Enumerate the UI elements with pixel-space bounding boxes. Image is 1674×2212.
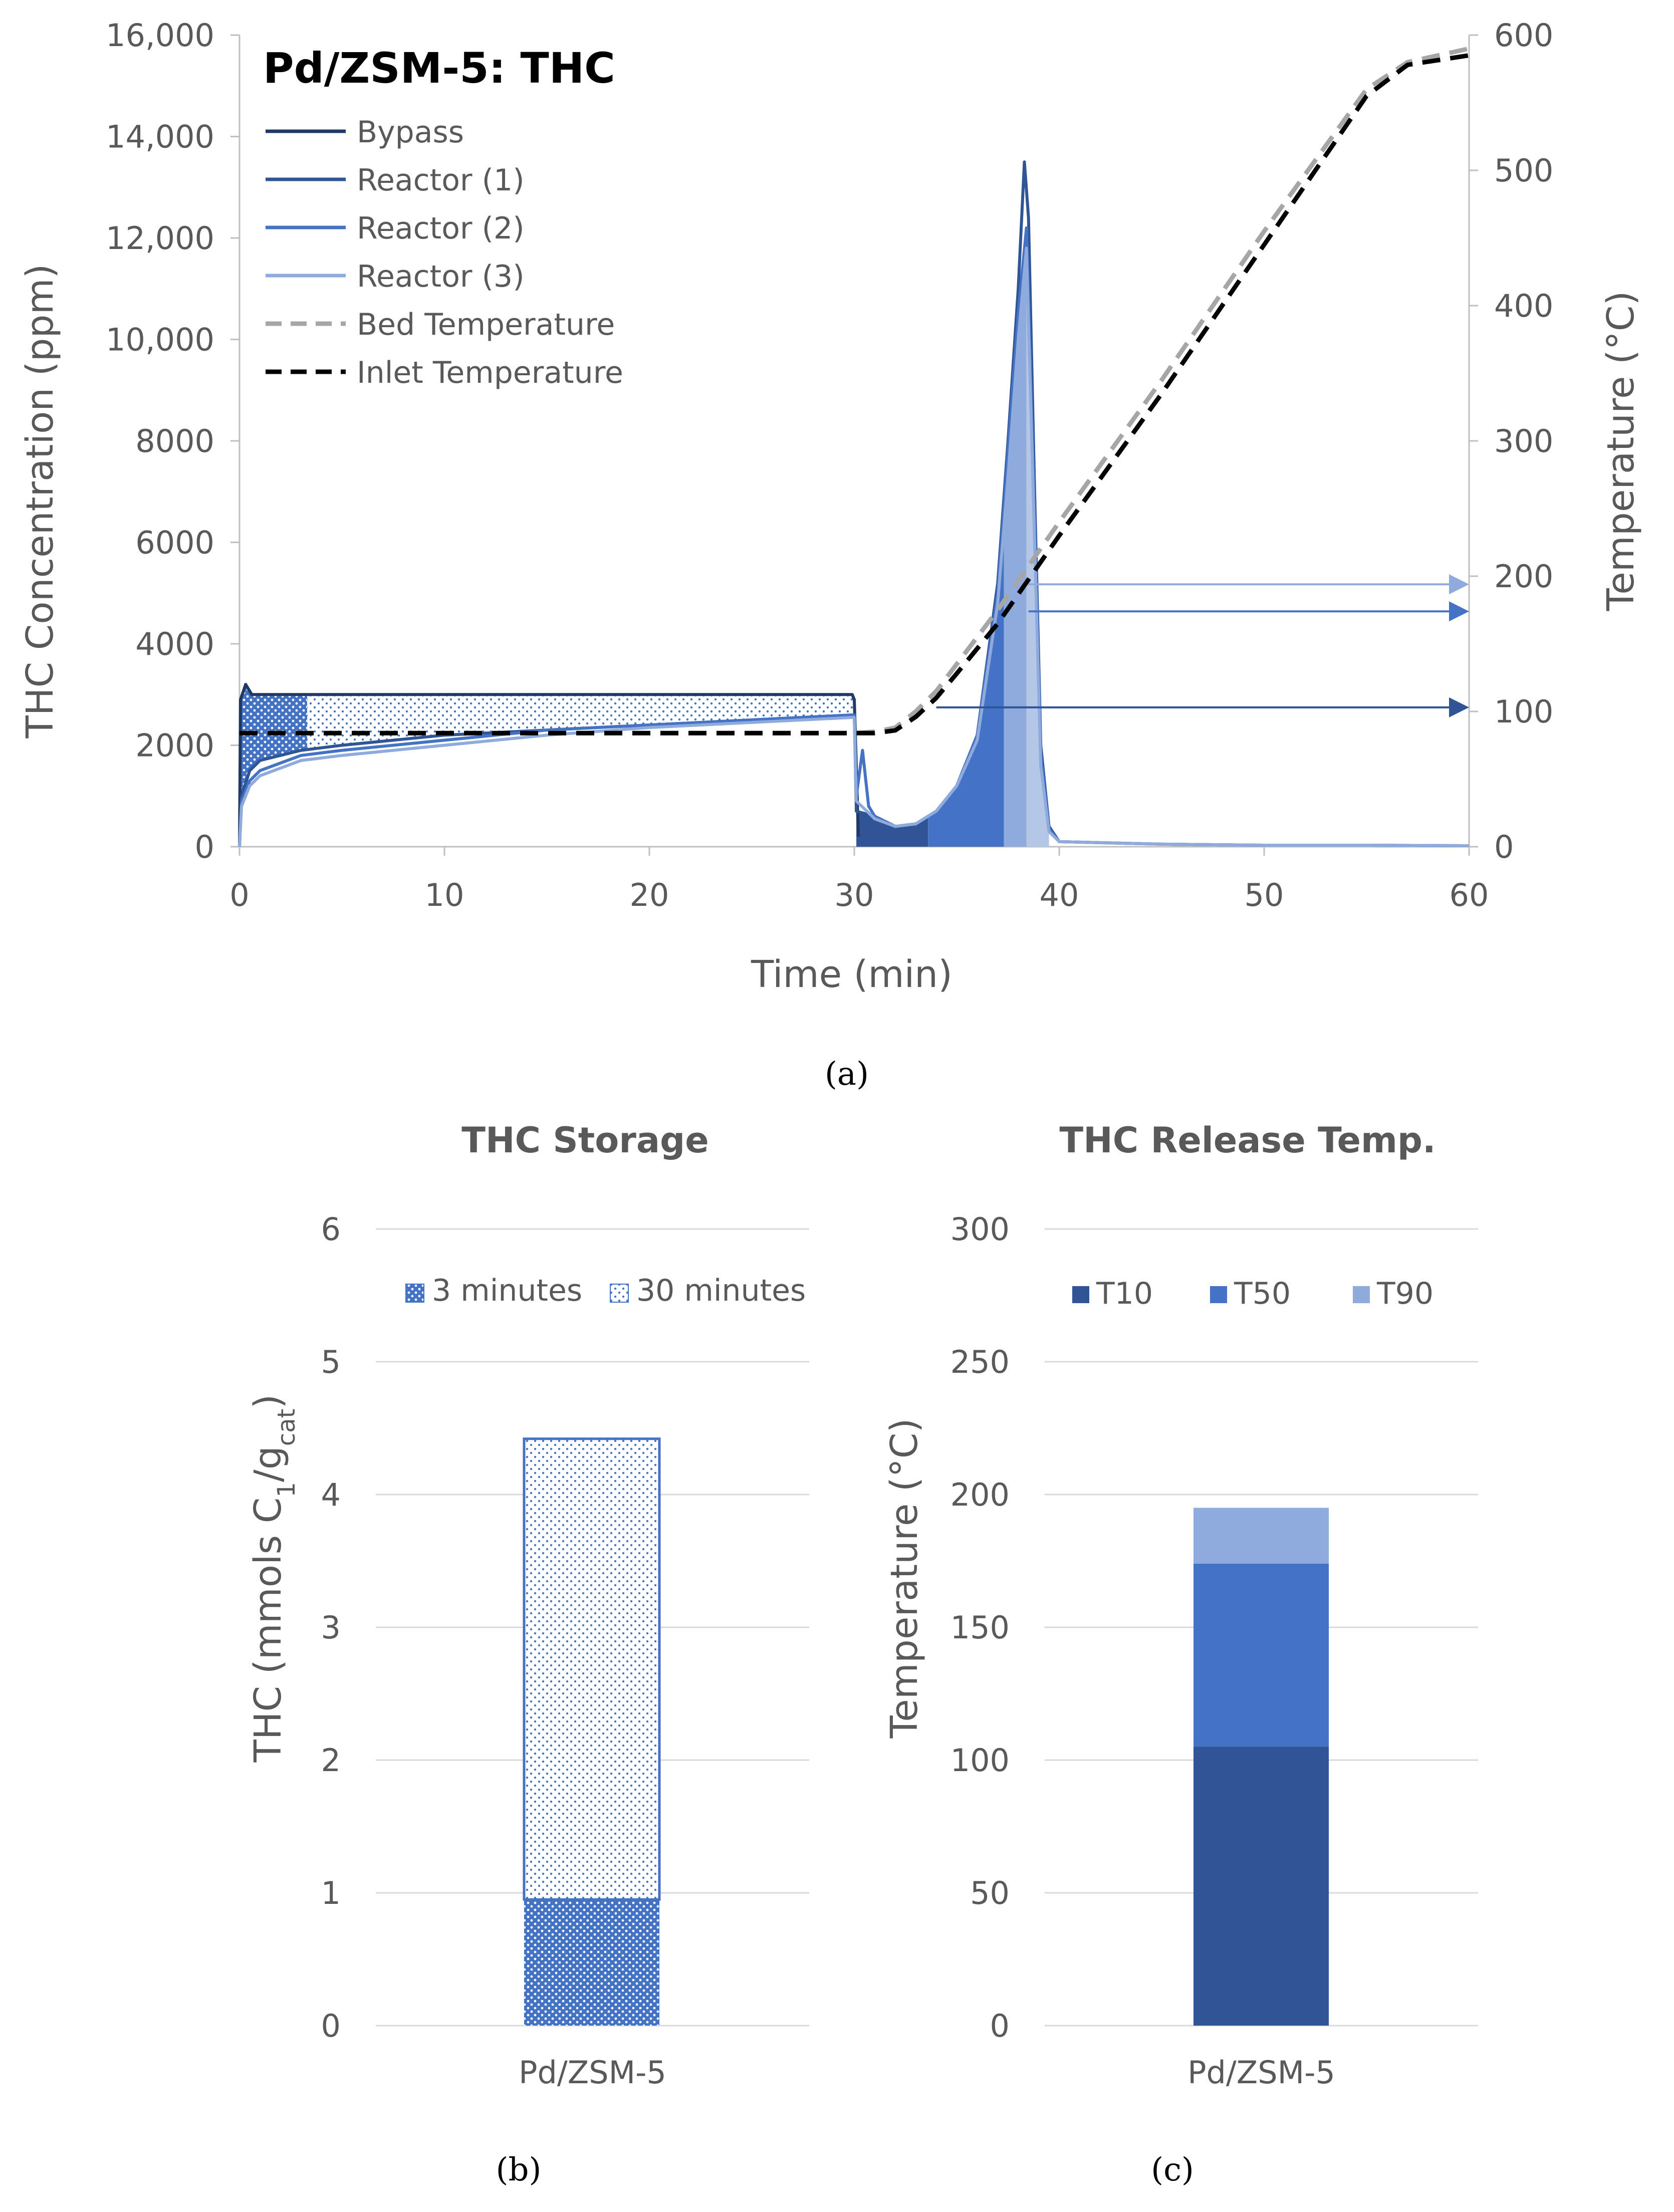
- chart-c-caption: (c): [1151, 2151, 1194, 2188]
- a-ytick-label: 16,000: [106, 17, 214, 54]
- chart-a-xlabel: Time (min): [751, 953, 952, 996]
- a-legend-label-inlet-temperature: Inlet Temperature: [357, 355, 623, 390]
- a-xtick-label: 30: [835, 877, 874, 913]
- b-ytick-label: 1: [321, 1875, 341, 1911]
- a-ytick-label: 10,000: [106, 322, 214, 358]
- chart-c-title: THC Release Temp.: [1059, 1120, 1436, 1161]
- c-legend-label-t10: T10: [1096, 1276, 1153, 1311]
- a-legend-label-reactor-3: Reactor (3): [357, 259, 525, 294]
- a-y2tick-label: 600: [1494, 17, 1553, 54]
- a-legend-label-reactor-1: Reactor (1): [357, 163, 525, 198]
- b-ytick-label: 2: [321, 1742, 341, 1779]
- c-ytick-label: 250: [950, 1344, 1010, 1380]
- chart-a-axes: 0 10 20 30 40 50 600200040006000800010,00012,0…: [106, 17, 1553, 913]
- c-ytick-label: 100: [950, 1742, 1010, 1779]
- c-ytick-label: 300: [950, 1211, 1010, 1248]
- a-ytick-label: 8000: [135, 423, 214, 459]
- legend-swatch-30-minutes: [610, 1284, 629, 1303]
- chart-a-y2label: Temperature (°C): [1599, 291, 1642, 612]
- b-bar-3-minutes: [524, 1899, 659, 2026]
- a-xtick-label: 0: [229, 877, 249, 913]
- a-ytick-label: 6000: [135, 525, 214, 561]
- a-release-t50-area: [928, 508, 1004, 847]
- a-legend-label-reactor-2: Reactor (2): [357, 211, 525, 246]
- chart-a-fills: [241, 227, 1049, 847]
- chart-b-legend: 3 minutes 30 minutes: [405, 1273, 806, 1308]
- a-y2tick-label: 100: [1494, 693, 1553, 730]
- b-bar-30-minutes: [523, 1437, 661, 1901]
- a-y2tick-label: 200: [1494, 558, 1553, 595]
- chart-b-title: THC Storage: [461, 1120, 708, 1161]
- a-xtick-label: 10: [425, 877, 464, 913]
- chart-c-bars: [1193, 1508, 1329, 2026]
- a-y2tick-label: 0: [1494, 829, 1514, 865]
- a-storage-3min-area: [241, 685, 307, 822]
- c-bar-t90: [1193, 1508, 1329, 1564]
- chart-a-title: Pd/ZSM-5: THC: [263, 44, 615, 93]
- c-category-label: Pd/ZSM-5: [1187, 2054, 1335, 2091]
- chart-b-caption: (b): [496, 2151, 542, 2188]
- legend-label-3-minutes: 3 minutes: [432, 1273, 582, 1308]
- chart-c: THC Release Temp. 0 50 100 150 200 250 300 Pd/Z…: [883, 1120, 1478, 2188]
- b-ytick-label: 0: [321, 2008, 341, 2044]
- a-release-t10-area: [856, 811, 928, 847]
- c-legend-swatch-t90: [1353, 1286, 1370, 1303]
- b-ytick-label: 5: [321, 1344, 341, 1380]
- a-xtick-label: 20: [630, 877, 669, 913]
- c-legend-swatch-t50: [1210, 1286, 1227, 1303]
- chart-b-bars: [523, 1437, 661, 2026]
- a-release-t90-area: [1004, 227, 1027, 847]
- a-legend-label-bypass: Bypass: [357, 115, 464, 150]
- a-y2tick-label: 300: [1494, 423, 1553, 459]
- a-y2tick-label: 400: [1494, 288, 1553, 324]
- b-ytick-label: 4: [321, 1477, 341, 1513]
- legend-label-30-minutes: 30 minutes: [636, 1273, 806, 1308]
- chart-a-ylabel: THC Concentration (ppm): [19, 264, 62, 739]
- chart-b-ylabel: THC (mmols C1/gcat): [247, 1394, 301, 1763]
- chart-a-lines: [238, 46, 1470, 847]
- a-ytick-label: 0: [195, 829, 214, 865]
- a-ytick-label: 2000: [135, 727, 214, 764]
- b-ytick-label: 6: [321, 1211, 341, 1248]
- c-legend-label-t50: T50: [1234, 1276, 1291, 1311]
- c-ytick-label: 0: [990, 2008, 1010, 2044]
- b-category-label: Pd/ZSM-5: [519, 2054, 666, 2091]
- chart-a-legend: Bypass Reactor (1) Reactor (2) Reactor (3) B…: [266, 115, 623, 390]
- a-storage-30min-area: [307, 694, 853, 750]
- chart-b: THC Storage 0 1 2 3 4 5 6 Pd/ZSM-5 3 minutes 30…: [247, 1120, 809, 2188]
- c-legend-swatch-t10: [1072, 1286, 1089, 1303]
- chart-c-legend: T10 T50 T90: [1072, 1276, 1433, 1311]
- a-xtick-label: 40: [1040, 877, 1079, 913]
- a-ytick-label: 14,000: [106, 119, 214, 155]
- a-legend-label-bed-temperature: Bed Temperature: [357, 307, 615, 342]
- a-line-bypass: [238, 683, 860, 847]
- chart-c-axes: 0 50 100 150 200 250 300 Pd/ZSM-5: [950, 1211, 1478, 2091]
- c-ytick-label: 200: [950, 1477, 1010, 1513]
- a-line-reactor-3: [238, 247, 1470, 847]
- c-bar-t50: [1193, 1563, 1329, 1747]
- c-bar-t10: [1193, 1747, 1329, 2026]
- chart-c-ylabel: Temperature (°C): [883, 1418, 926, 1739]
- chart-a-caption: (a): [825, 1056, 869, 1093]
- a-line-inlet-temperature: [240, 53, 1470, 735]
- chart-a: 0 10 20 30 40 50 600200040006000800010,00012,0…: [19, 17, 1642, 1093]
- b-ytick-label: 3: [321, 1609, 341, 1646]
- a-y2tick-label: 500: [1494, 152, 1553, 189]
- c-ytick-label: 150: [950, 1609, 1010, 1646]
- a-ytick-label: 4000: [135, 626, 214, 662]
- a-ytick-label: 12,000: [106, 220, 214, 257]
- a-release-tail-area: [1026, 227, 1049, 847]
- a-xtick-label: 60: [1450, 877, 1489, 913]
- a-xtick-label: 50: [1245, 877, 1284, 913]
- c-legend-label-t90: T90: [1376, 1276, 1433, 1311]
- a-line-bed-temperature: [240, 46, 1470, 735]
- legend-swatch-3-minutes: [405, 1284, 424, 1303]
- chart-a-arrows: [936, 574, 1469, 717]
- c-ytick-label: 50: [970, 1875, 1010, 1911]
